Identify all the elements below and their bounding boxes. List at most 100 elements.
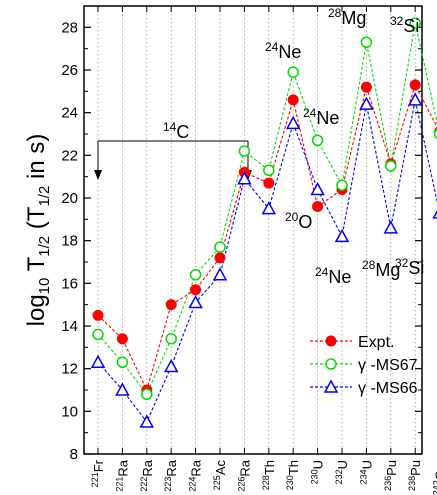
x-tick-label-5-mass: 225 bbox=[212, 475, 222, 490]
legend-label-ms66: γ -MS66 bbox=[358, 380, 418, 397]
y-title-prefix: log bbox=[23, 294, 50, 326]
x-tick-label-9: 230U bbox=[310, 460, 326, 484]
point-ms67-9 bbox=[311, 134, 324, 147]
annotation-si32-upper-iso: 32 bbox=[390, 14, 404, 28]
point-ms67-2 bbox=[141, 388, 153, 401]
x-tick-label-3: 223Ra bbox=[163, 459, 179, 491]
x-tick-label-8-element: Th bbox=[286, 460, 301, 475]
series-line-ms67 bbox=[97, 22, 437, 396]
point-ms66-10 bbox=[334, 228, 350, 243]
x-tick-label-4-element: Ra bbox=[189, 459, 204, 476]
x-tick-label-2-mass: 222 bbox=[139, 477, 149, 492]
y-title-end: in s) bbox=[23, 134, 50, 186]
c14-bracket-arrow bbox=[94, 140, 252, 180]
legend-item-ms66: γ -MS66 bbox=[310, 379, 418, 397]
point-ms66-14 bbox=[432, 210, 437, 219]
annotation-ne24-upper-iso: 24 bbox=[265, 40, 279, 54]
annotation-c14-iso: 14 bbox=[163, 120, 177, 134]
annotation-ne24-upper: 24Ne bbox=[265, 40, 301, 62]
legend: Expt. γ -MS67 γ -MS66 bbox=[310, 334, 418, 397]
y-tick-label-0: 8 bbox=[70, 446, 78, 463]
point-ms67-14 bbox=[433, 128, 437, 140]
annotation-mg28-upper-el: Mg bbox=[341, 8, 366, 28]
legend-marker-ms67 bbox=[325, 358, 337, 370]
x-tick-label-4-mass: 224 bbox=[188, 477, 198, 492]
point-ms67-12 bbox=[385, 160, 397, 172]
x-tick-label-8: 230Th bbox=[285, 460, 301, 490]
point-ms66-2 bbox=[139, 414, 155, 428]
x-tick-label-11-element: U bbox=[359, 460, 374, 469]
annotation-o20: 20O bbox=[285, 210, 312, 232]
y-title-sub1: 10 bbox=[36, 278, 53, 295]
x-tick-label-10-element: U bbox=[335, 460, 350, 469]
point-ms67-1 bbox=[116, 356, 129, 369]
x-tick-label-0-mass: 221 bbox=[90, 472, 100, 487]
annotation-c14-el: C bbox=[176, 122, 189, 142]
x-tick-label-5-element: Ac bbox=[213, 460, 228, 476]
point-ms67-6 bbox=[238, 145, 251, 157]
annotation-mg28-lower-el: Mg bbox=[375, 260, 400, 280]
point-expt-3 bbox=[165, 299, 177, 311]
annotation-si32-upper: 32Si bbox=[390, 14, 419, 36]
point-ms67-11 bbox=[360, 36, 373, 49]
y-axis: 8 10 12 14 16 18 20 22 24 26 28 bbox=[61, 19, 422, 463]
y-tick-label-10: 28 bbox=[61, 19, 78, 36]
point-ms66-6 bbox=[237, 171, 252, 185]
annotation-ne24-lower-el: Ne bbox=[328, 267, 351, 287]
annotation-si32-lower-iso: 32 bbox=[395, 256, 409, 270]
x-tick-label-9-mass: 230 bbox=[310, 469, 320, 484]
x-tick-label-7-mass: 228 bbox=[261, 475, 271, 490]
x-tick-label-9-element: U bbox=[311, 460, 326, 469]
point-ms66-7 bbox=[261, 201, 277, 215]
point-ms66-11 bbox=[359, 96, 374, 110]
annotation-si32-upper-el: Si bbox=[403, 16, 419, 36]
annotation-mg28-lower: 28Mg bbox=[362, 258, 400, 280]
annotation-mg28-upper-iso: 28 bbox=[328, 6, 342, 20]
x-tick-label-11-mass: 234 bbox=[358, 469, 368, 484]
x-tick-label-7-element: Th bbox=[262, 460, 277, 475]
point-ms66-4 bbox=[188, 294, 203, 309]
legend-item-ms67: γ -MS67 bbox=[310, 357, 418, 374]
annotation-mg28-lower-iso: 28 bbox=[362, 258, 376, 272]
x-tick-label-1-element: Ra bbox=[115, 459, 130, 476]
x-tick-label-12-element: Pu bbox=[384, 460, 399, 476]
legend-marker-ms66 bbox=[323, 379, 339, 393]
y-title-suffix: (T bbox=[23, 206, 50, 236]
annotation-ne24-middle: 24Ne bbox=[303, 106, 339, 128]
annotation-c14: 14C bbox=[163, 120, 189, 142]
series-line-expt bbox=[97, 83, 437, 392]
y-tick-label-7: 22 bbox=[61, 147, 78, 164]
annotation-o20-el: O bbox=[298, 212, 312, 232]
point-ms66-0 bbox=[90, 354, 106, 369]
annotation-si32-lower: 32Si bbox=[395, 256, 424, 278]
annotation-mg28-upper: 28Mg bbox=[328, 6, 366, 28]
point-ms67-7 bbox=[263, 164, 275, 177]
x-tick-label-8-mass: 230 bbox=[285, 475, 295, 490]
x-tick-label-0-element: Fr bbox=[91, 459, 106, 472]
point-expt-7 bbox=[263, 177, 275, 189]
x-tick-label-14-element: Cm bbox=[433, 460, 437, 480]
x-tick-label-2-element: Ra bbox=[140, 459, 155, 476]
annotation-o20-iso: 20 bbox=[285, 210, 299, 224]
y-tick-label-5: 18 bbox=[61, 233, 78, 250]
point-ms67-0 bbox=[92, 328, 104, 341]
x-tick-label-12-mass: 236 bbox=[383, 476, 393, 491]
x-tick-label-6-element: Ra bbox=[237, 459, 252, 476]
point-expt-11 bbox=[360, 81, 372, 93]
x-tick-label-4: 224Ra bbox=[188, 459, 204, 491]
y-title-sub3: 1/2 bbox=[36, 186, 53, 207]
legend-item-expt: Expt. bbox=[310, 334, 394, 351]
legend-label-ms67: γ -MS67 bbox=[358, 357, 418, 374]
x-tick-label-10: 232U bbox=[334, 460, 350, 484]
x-tick-label-12: 236Pu bbox=[383, 460, 399, 491]
x-tick-label-13-mass: 238 bbox=[407, 476, 417, 491]
point-ms67-13 bbox=[409, 17, 421, 29]
point-expt-13 bbox=[409, 79, 421, 91]
point-ms66-12 bbox=[383, 220, 399, 234]
x-tick-label-6-mass: 226 bbox=[236, 477, 246, 492]
x-tick-label-5: 225Ac bbox=[212, 460, 228, 491]
x-axis: 221Fr221Ra222Ra223Ra224Ra225Ac226Ra228Th… bbox=[90, 6, 437, 495]
x-tick-label-1-mass: 221 bbox=[114, 477, 124, 492]
annotation-ne24-upper-el: Ne bbox=[278, 42, 301, 62]
